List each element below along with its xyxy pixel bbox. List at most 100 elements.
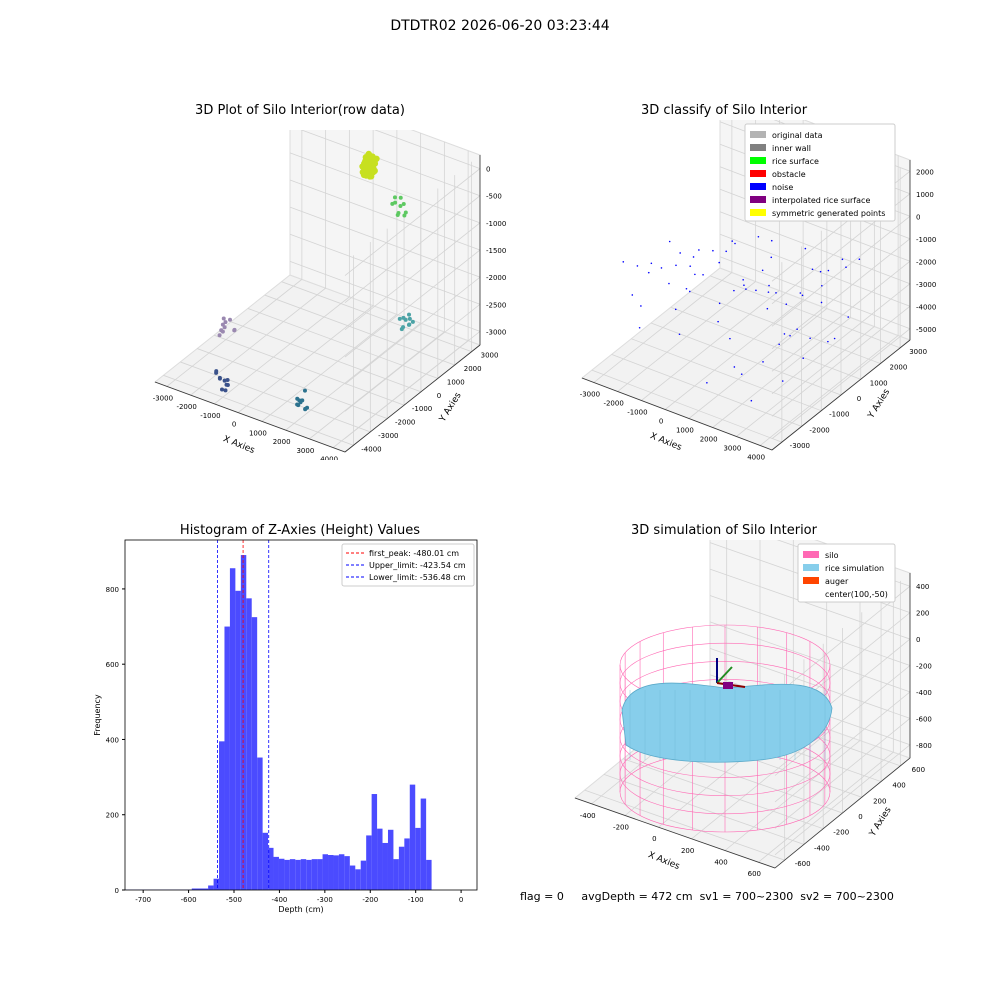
noise-point [767, 291, 770, 293]
x-tick-label: 3000 [296, 447, 314, 455]
histogram-bar [257, 757, 263, 890]
data-point [295, 396, 300, 401]
y-tick-label: -2000 [809, 426, 829, 434]
histogram-bar [398, 846, 405, 890]
legend-label: silo [825, 551, 839, 560]
noise-point [689, 265, 692, 267]
legend-label: inner wall [772, 144, 811, 153]
noise-point [802, 357, 805, 360]
histogram-bar [208, 885, 214, 890]
histogram-bar [382, 842, 388, 890]
x-tick-label: -500 [226, 896, 242, 904]
noise-point [638, 326, 641, 329]
histogram-bar [420, 798, 427, 890]
histogram-bar [371, 794, 378, 890]
z-tick-label: -200 [916, 663, 932, 671]
noise-point [706, 381, 708, 384]
y-tick-label: -3000 [378, 432, 398, 440]
legend-box [744, 123, 896, 222]
legend-label: obstacle [772, 170, 806, 179]
y-tick-label: 2000 [890, 364, 908, 372]
data-point [407, 312, 412, 317]
data-point [221, 316, 226, 321]
y-tick-label: -1000 [829, 411, 849, 419]
z-tick-label: -400 [916, 689, 932, 697]
noise-point [799, 292, 802, 294]
noise-point [783, 333, 786, 335]
histogram-bar [333, 855, 339, 890]
noise-point [757, 235, 760, 238]
x-tick-label: 4000 [320, 456, 338, 460]
noise-point [770, 256, 773, 259]
x-grid-line [190, 130, 327, 396]
x-tick-label: 200 [681, 847, 694, 855]
noise-point [768, 284, 770, 287]
noise-point [650, 262, 653, 265]
x-tick-label: 0 [659, 418, 663, 426]
x-grid-line [758, 567, 894, 863]
histogram-bar [355, 869, 361, 890]
noise-point [789, 334, 791, 337]
x-axis-label: X Axies [221, 434, 256, 456]
noise-point [775, 292, 777, 294]
noise-point [698, 249, 700, 251]
noise-point [841, 258, 844, 261]
sv1-text: sv1 = 700~2300 [699, 890, 794, 903]
avg-depth-text: avgDepth = 472 cm [581, 890, 693, 903]
legend-swatch [750, 131, 766, 138]
legend-label: rice simulation [825, 564, 884, 573]
data-point [223, 320, 228, 325]
noise-point [733, 289, 735, 292]
noise-point [678, 333, 681, 336]
y-tick-label: -600 [795, 860, 811, 868]
x-grid-line [214, 130, 350, 405]
noise-point [717, 320, 719, 323]
legend-swatch [750, 183, 766, 190]
x-tick-label: -300 [317, 896, 333, 904]
noise-point [647, 271, 650, 274]
noise-point [679, 252, 681, 254]
z-tick-label: 0 [486, 166, 490, 174]
panel3-title: Histogram of Z-Axies (Height) Values [179, 523, 421, 538]
histogram-bar [273, 856, 279, 890]
x-tick-label: 3000 [723, 445, 741, 453]
data-point [410, 319, 415, 324]
noise-point [740, 373, 743, 375]
legend-swatch [750, 196, 766, 203]
x-tick-label: 400 [714, 859, 727, 867]
histogram-bar [322, 854, 329, 890]
x-grid-line [759, 155, 899, 446]
x-tick-label: -700 [135, 896, 151, 904]
panel4-title: 3D simulation of Silo Interior [631, 523, 817, 538]
data-point [296, 403, 301, 408]
depth-histogram: -700 -600 -500 -400 -300 -200 -100 0 0 200 400 600 8… [93, 539, 478, 914]
z-tick-label: -2000 [916, 258, 936, 266]
noise-point [755, 289, 757, 292]
noise-point [766, 307, 769, 310]
x-axis-label: X Axies [646, 850, 681, 872]
z-tick-label: -1000 [916, 236, 936, 244]
histogram-bar [387, 829, 394, 890]
x-tick-label: 600 [748, 870, 761, 878]
histogram-bar [317, 859, 323, 890]
legend-swatch [750, 209, 766, 216]
histogram-bar [284, 859, 290, 890]
data-point [398, 195, 403, 200]
data-point [303, 406, 308, 411]
histogram-bar [246, 598, 252, 890]
figure-title: DTDTR02 2026-06-20 03:23:44 [390, 18, 610, 34]
x-tick-label: 0 [459, 896, 463, 904]
y-tick-label: 800 [106, 586, 119, 594]
histogram-bar [306, 859, 312, 890]
y-tick-label: 1000 [870, 379, 888, 387]
noise-point [640, 305, 642, 307]
y-tick-label: 400 [892, 782, 905, 790]
x-axis-label: Depth (cm) [278, 905, 323, 914]
noise-point [745, 288, 747, 290]
z-tick-label: -4000 [916, 303, 936, 311]
noise-point [827, 340, 829, 343]
legend-label: Upper_limit: -423.54 cm [369, 561, 466, 570]
x-tick-label: -3000 [153, 394, 173, 402]
x-tick-label: -1000 [627, 409, 647, 417]
x-axis-line [154, 381, 346, 453]
